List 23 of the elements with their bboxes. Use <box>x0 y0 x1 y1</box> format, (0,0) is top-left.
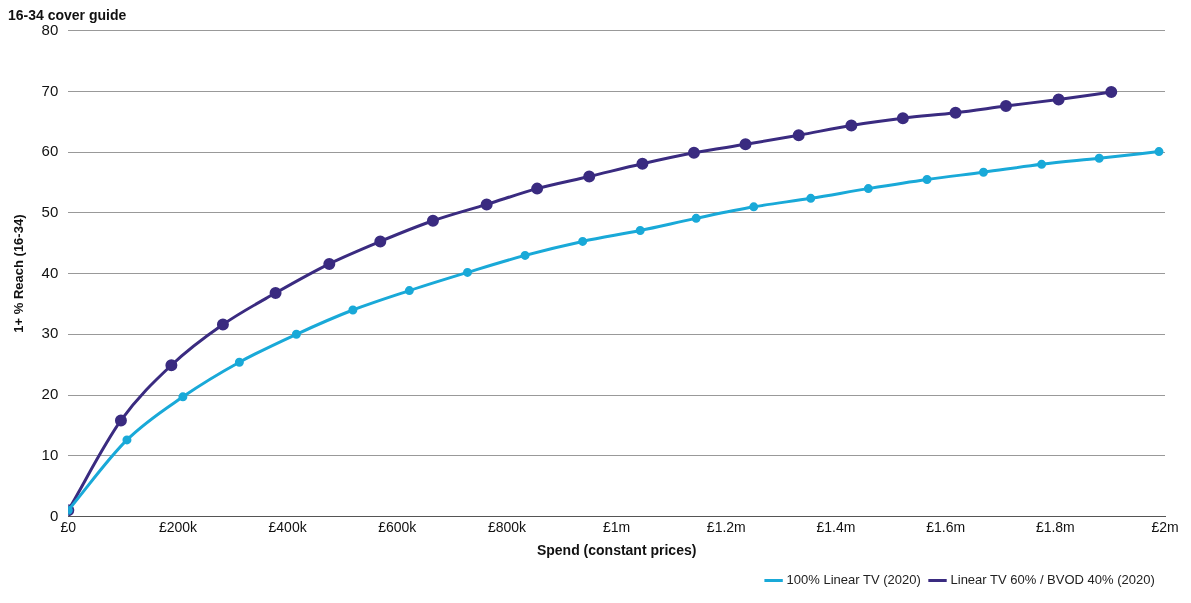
x-tick-label: £1.8m <box>1035 518 1075 535</box>
x-tick-label: £2m <box>1151 518 1179 535</box>
x-tick-label: £400k <box>268 518 308 535</box>
y-tick-label: 50 <box>41 203 59 221</box>
x-axis-title: Spend (constant prices) <box>536 542 697 559</box>
legend-label: 100% Linear TV (2020) <box>786 572 921 588</box>
y-tick-label: 10 <box>41 445 59 463</box>
x-tick-label: £800k <box>487 518 528 535</box>
x-tick-label: £200k <box>158 518 199 535</box>
y-tick-label: 70 <box>41 81 59 99</box>
x-tick-label: £1m <box>603 518 631 535</box>
y-tick-label: 40 <box>41 263 59 281</box>
x-tick-label: £0 <box>60 518 77 535</box>
y-tick-label: 0 <box>49 506 59 524</box>
y-tick-label: 20 <box>41 385 59 403</box>
y-axis-title: 1+ % Reach (16-34) <box>11 214 27 333</box>
x-tick-label: £1.2m <box>706 518 746 535</box>
x-tick-label: £600k <box>378 518 418 535</box>
x-tick-label: £1.6m <box>926 518 966 535</box>
x-tick-label: £1.4m <box>816 518 856 535</box>
legend-label: Linear TV 60% / BVOD 40% (2020) <box>950 572 1155 588</box>
y-tick-label: 30 <box>41 324 59 342</box>
y-tick-label: 60 <box>41 142 59 160</box>
